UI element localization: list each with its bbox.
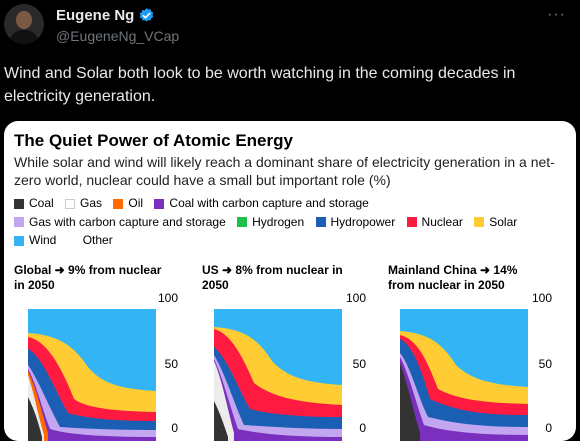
legend-item: Solar (474, 214, 517, 231)
legend-swatch-wind (14, 235, 24, 246)
legend-swatch-other (67, 235, 78, 246)
legend-swatch-hydropower (315, 217, 326, 227)
legend-item: Coal with carbon capture and storage (154, 195, 369, 212)
legend-swatch-coal (14, 198, 24, 209)
legend-item: Other (67, 232, 113, 249)
legend-label: Other (82, 233, 113, 247)
tick-50: 50 (538, 357, 552, 371)
more-options-icon[interactable]: ··· (547, 6, 566, 23)
legend-item: Gas (65, 195, 102, 212)
legend-item: Coal (14, 195, 54, 212)
legend-item: Hydrogen (237, 214, 304, 231)
legend-label: Hydropower (330, 214, 396, 229)
legend-swatch-nuclear (406, 217, 417, 227)
author-avatar[interactable] (4, 4, 44, 44)
chart-subtitle: While solar and wind will likely reach a… (14, 154, 555, 188)
legend-item: Nuclear (406, 214, 463, 231)
tick-100: 100 (345, 291, 366, 305)
legend-label: Wind (29, 233, 57, 247)
legend-label: Solar (489, 214, 518, 229)
tweet-text: Wind and Solar both look to be worth wat… (4, 65, 516, 105)
legend-label: Hydrogen (252, 214, 305, 229)
chart-legend: Coal Gas Oil Coal with carbon capture an… (14, 195, 574, 251)
legend-item: Oil (113, 195, 143, 212)
tick-50: 50 (164, 357, 178, 371)
legend-label: Coal (29, 196, 54, 210)
tick-100: 100 (157, 291, 178, 305)
legend-swatch-gas (65, 198, 76, 209)
panel-title-line: in 2050 (14, 278, 55, 292)
legend-swatch-gas-ccs (14, 217, 24, 227)
tick-0: 0 (545, 421, 552, 435)
tick-0: 0 (359, 421, 366, 435)
chart-title: The Quiet Power of Atomic Energy (14, 131, 293, 150)
stacked-area-china (400, 309, 528, 441)
tick-0: 0 (171, 421, 178, 435)
stacked-area-us (214, 309, 342, 441)
legend-swatch-solar (474, 217, 485, 227)
panel-title-global: Global ➜ 9% from nuclear in 2050 (14, 263, 161, 293)
tick-50: 50 (352, 357, 366, 371)
legend-swatch-coal-ccs (154, 198, 165, 209)
panel-title-line: Mainland China ➜ 14% (388, 263, 518, 277)
legend-label: Gas with carbon capture and storage (29, 214, 226, 229)
panel-title-line: Global ➜ 9% from nuclear (14, 263, 162, 277)
panel-title-china: Mainland China ➜ 14% from nuclear in 205… (388, 263, 517, 293)
author-name-row: Eugene Ng (56, 7, 155, 24)
legend-label: Nuclear (421, 214, 463, 229)
panel-title-line: 2050 (202, 278, 229, 292)
panel-title-line: US ➜ 8% from nuclear in (202, 263, 343, 277)
legend-item: Hydropower (315, 214, 396, 231)
author-handle[interactable]: @EugeneNg_VCap (56, 28, 180, 44)
legend-label: Coal with carbon capture and storage (169, 196, 369, 210)
verified-badge-icon (140, 8, 154, 22)
avatar-head (16, 11, 32, 29)
avatar-body (9, 30, 39, 44)
author-name[interactable]: Eugene Ng (56, 7, 135, 24)
stacked-area-global (28, 309, 156, 441)
legend-swatch-hydrogen (237, 217, 248, 227)
legend-swatch-oil (113, 198, 124, 209)
tick-100: 100 (531, 291, 552, 305)
legend-label: Oil (128, 196, 144, 210)
panel-title-line: from nuclear in 2050 (388, 278, 505, 292)
tweet-media-image[interactable]: The Quiet Power of Atomic Energy While s… (4, 121, 576, 441)
legend-label: Gas (80, 196, 103, 210)
legend-item: Wind (14, 232, 56, 249)
legend-item: Gas with carbon capture and storage (14, 214, 226, 231)
panel-title-us: US ➜ 8% from nuclear in 2050 (202, 263, 343, 293)
